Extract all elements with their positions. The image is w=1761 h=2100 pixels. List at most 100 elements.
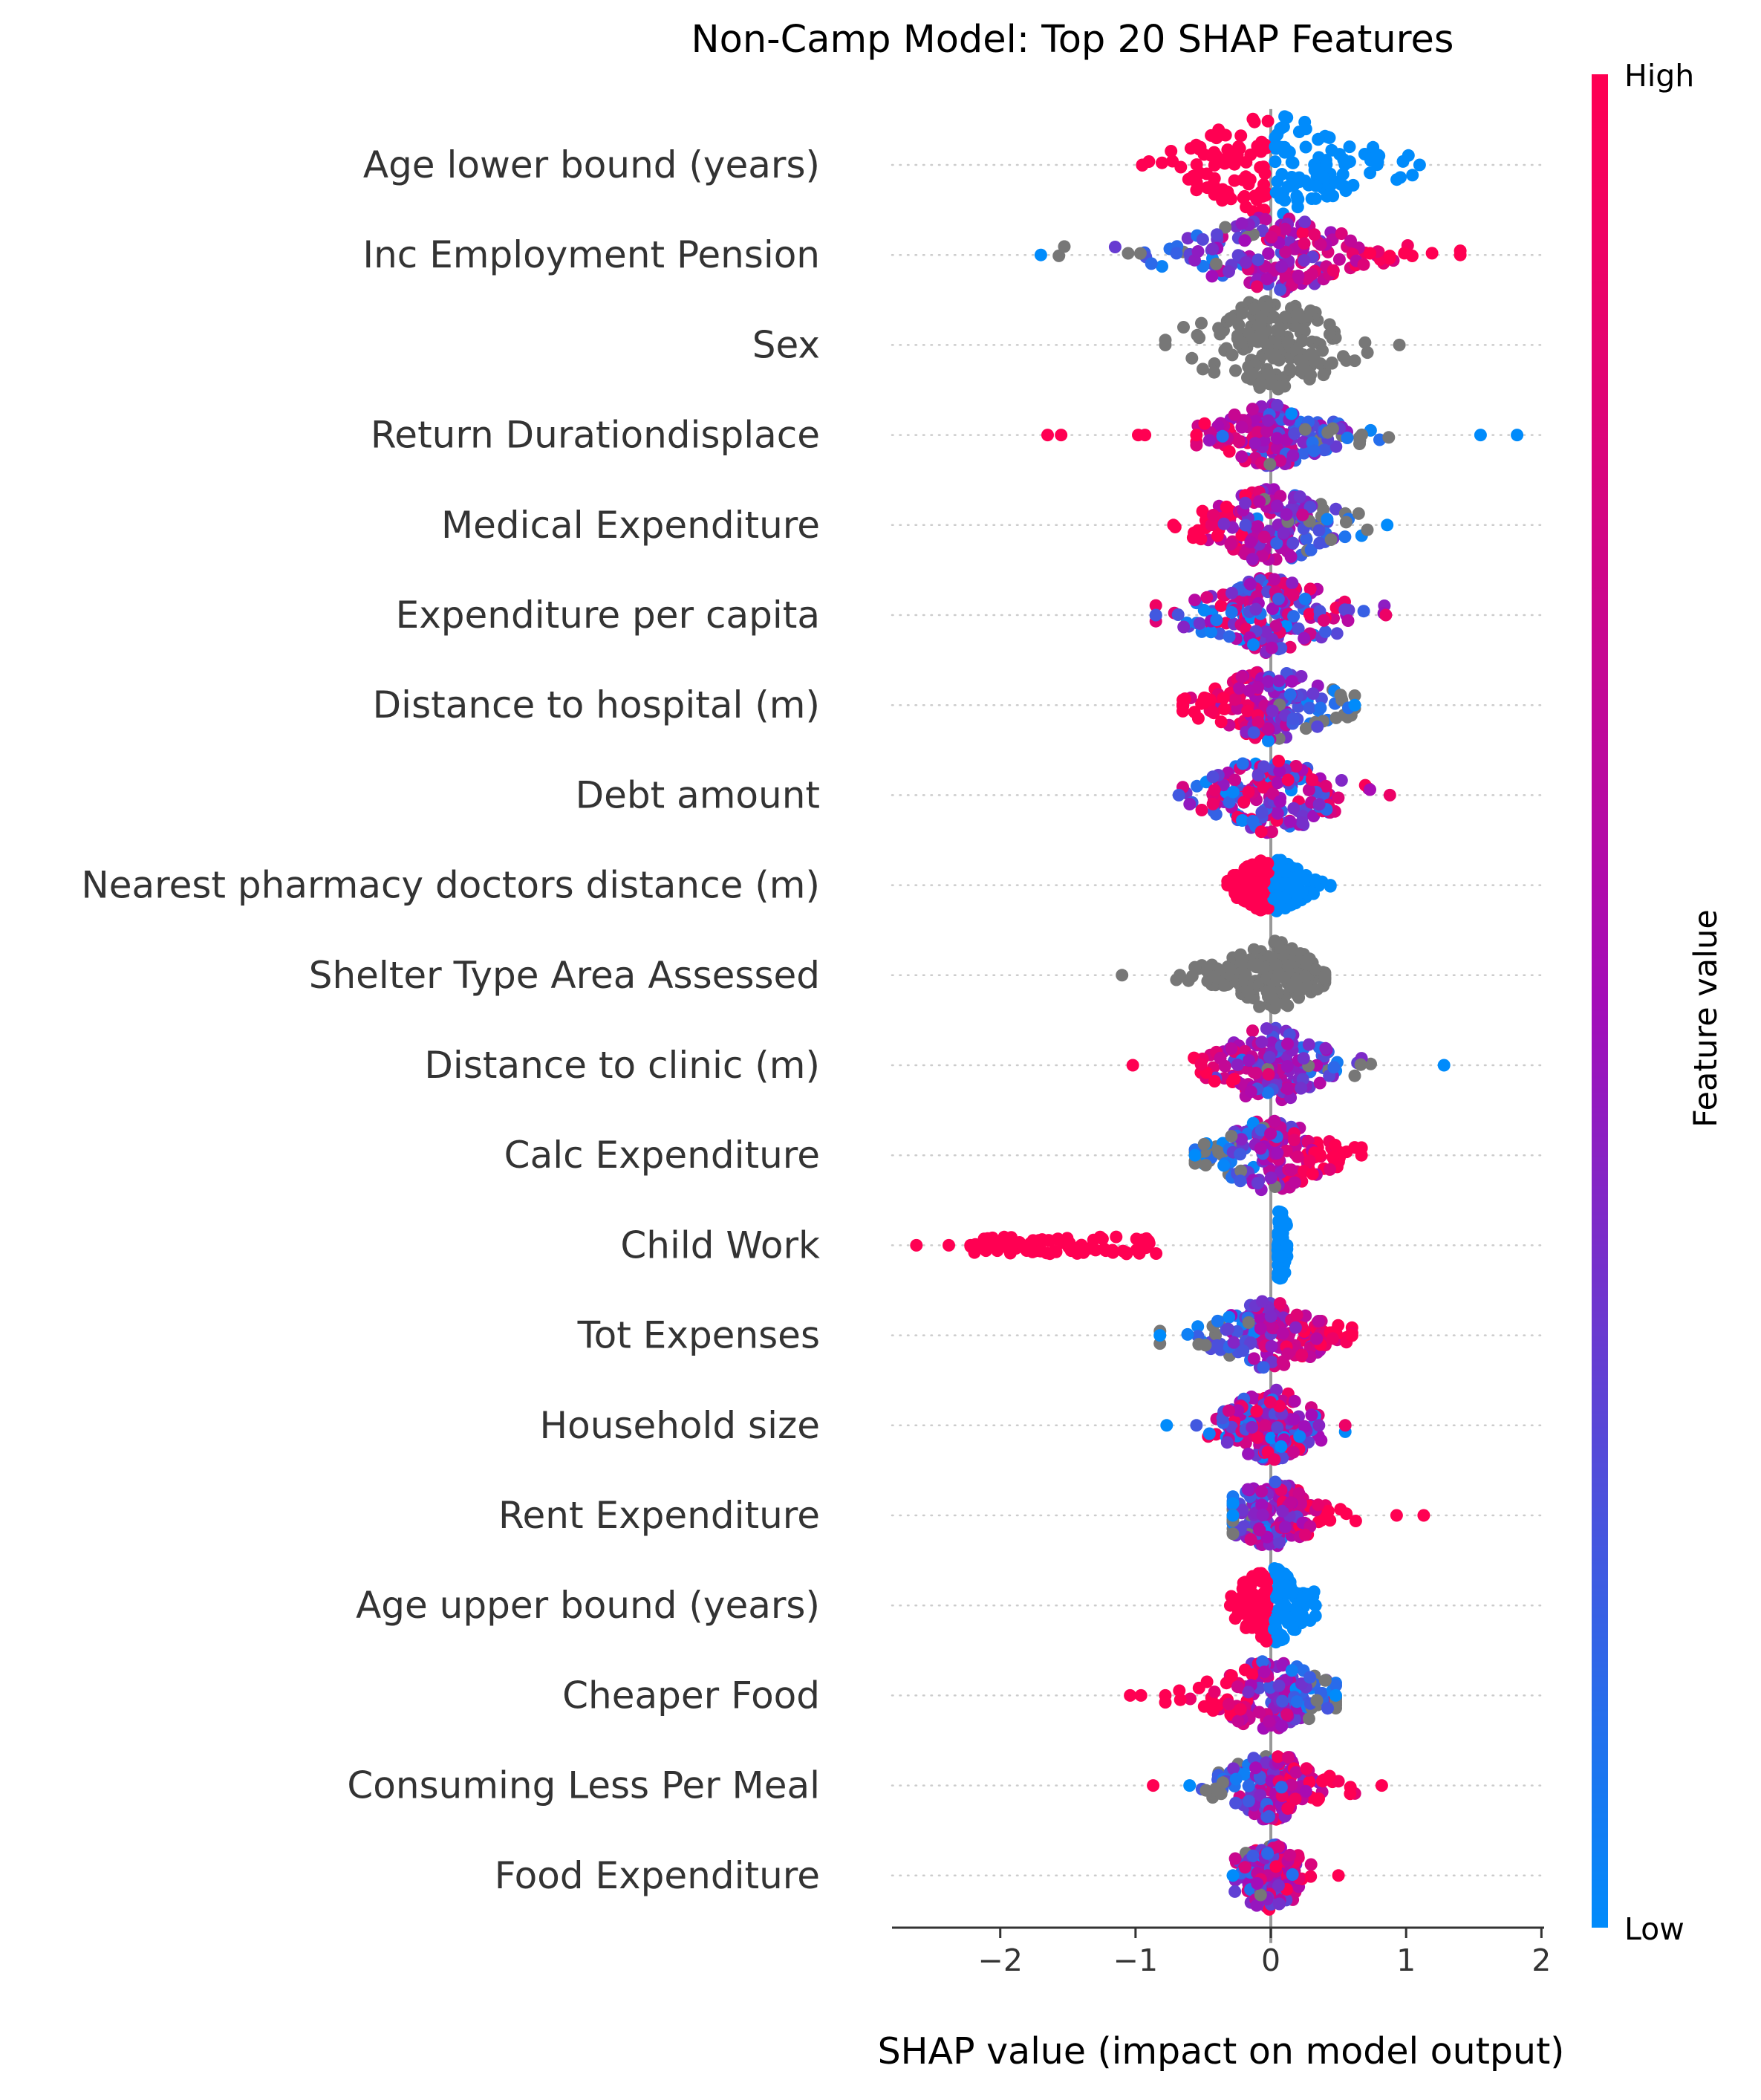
shap-point: [1262, 247, 1275, 260]
shap-point: [1275, 168, 1289, 181]
shap-point: [1312, 1315, 1325, 1327]
shap-point: [1228, 870, 1241, 883]
shap-point: [1224, 538, 1237, 551]
shap-point: [1235, 420, 1249, 434]
shap-point: [1223, 630, 1236, 643]
shap-point: [1225, 1130, 1238, 1142]
shap-point: [1251, 426, 1264, 439]
shap-point: [1265, 641, 1278, 654]
shap-point: [1255, 313, 1269, 326]
feature-label: Age upper bound (years): [356, 1584, 820, 1627]
shap-point: [1257, 1593, 1271, 1606]
shap-point: [1166, 155, 1179, 168]
shap-point: [1274, 283, 1287, 296]
shap-point: [1208, 1075, 1221, 1088]
shap-point: [1312, 1792, 1325, 1805]
shap-point: [1256, 1655, 1269, 1668]
shap-point: [1402, 149, 1415, 162]
shap-point: [1198, 691, 1211, 704]
shap-point: [1221, 1322, 1234, 1336]
shap-point: [1183, 798, 1197, 810]
shap-point: [1406, 169, 1419, 182]
shap-point: [1312, 1498, 1325, 1512]
shap-point: [1269, 934, 1282, 948]
shap-point: [1251, 280, 1263, 293]
shap-point: [1278, 311, 1292, 324]
shap-point: [1284, 1580, 1297, 1593]
shap-point: [1288, 1176, 1301, 1189]
shap-point: [1306, 687, 1320, 700]
shap-point: [1361, 346, 1374, 360]
shap-point: [1058, 240, 1071, 253]
shap-point: [1174, 1693, 1187, 1706]
shap-point: [1236, 1504, 1249, 1517]
shap-point: [1250, 1405, 1263, 1418]
shap-point: [1343, 140, 1356, 154]
shap-point: [1329, 440, 1343, 453]
shap-point: [1262, 1067, 1275, 1081]
shap-point: [1250, 520, 1263, 533]
shap-point: [1214, 328, 1227, 341]
shap-point: [1355, 1148, 1368, 1162]
shap-point: [1223, 1599, 1237, 1612]
shap-point: [1216, 1776, 1229, 1789]
shap-point: [1278, 222, 1292, 235]
shap-point: [1246, 1849, 1260, 1862]
shap-point: [1297, 1052, 1310, 1065]
shap-point: [1275, 1250, 1288, 1263]
shap-point: [1013, 1236, 1026, 1249]
shap-point: [1298, 215, 1312, 229]
shap-point: [1265, 230, 1278, 244]
shap-point: [1298, 423, 1312, 436]
shap-point: [1290, 1695, 1303, 1709]
shap-point: [1261, 675, 1275, 688]
shap-point: [1197, 1700, 1211, 1713]
shap-point: [1261, 722, 1275, 735]
shap-point: [1354, 1058, 1367, 1071]
shap-point: [1283, 363, 1297, 376]
shap-point: [1293, 354, 1306, 367]
shap-point: [1269, 620, 1283, 633]
shap-point: [1231, 1059, 1244, 1071]
shap-point: [1188, 706, 1201, 719]
shap-point: [1297, 435, 1310, 449]
shap-point: [1234, 1164, 1248, 1177]
shap-point: [1289, 760, 1303, 773]
shap-point: [1133, 1236, 1146, 1249]
shap-point: [1236, 757, 1249, 770]
shap-point: [1257, 530, 1271, 544]
shap-point: [1200, 167, 1214, 181]
shap-point: [1332, 253, 1346, 266]
shap-point: [1269, 958, 1283, 972]
shap-point: [1390, 1509, 1403, 1522]
shap-point: [1239, 968, 1252, 981]
shap-point: [1274, 1206, 1287, 1218]
shap-point: [1265, 1431, 1278, 1445]
shap-point: [1287, 610, 1301, 623]
shap-point: [1295, 670, 1308, 683]
shap-point: [1266, 602, 1279, 615]
shap-point: [1236, 307, 1249, 320]
shap-point: [1255, 1036, 1269, 1049]
shap-point: [1260, 971, 1274, 984]
shap-point: [1200, 1784, 1213, 1797]
shap-point: [1264, 348, 1277, 361]
shap-point: [1286, 156, 1300, 169]
shap-point: [1405, 250, 1419, 262]
shap-point: [1319, 625, 1332, 638]
shap-point: [1277, 864, 1291, 877]
shap-point: [1247, 1352, 1260, 1365]
shap-point: [1273, 795, 1286, 808]
shap-point: [1181, 1327, 1194, 1341]
x-axis: −2 −1 0 1 2: [892, 1926, 1551, 1978]
shap-point: [1357, 605, 1370, 618]
shap-point: [1208, 1685, 1221, 1699]
shap-point: [1383, 788, 1396, 802]
shap-point: [1225, 605, 1238, 619]
shap-point: [1239, 256, 1252, 269]
shap-point: [1260, 1022, 1273, 1036]
shap-point: [1272, 776, 1284, 790]
shap-point: [1108, 241, 1122, 253]
shap-point: [1314, 701, 1327, 715]
feature-label: Rent Expenditure: [498, 1494, 820, 1537]
